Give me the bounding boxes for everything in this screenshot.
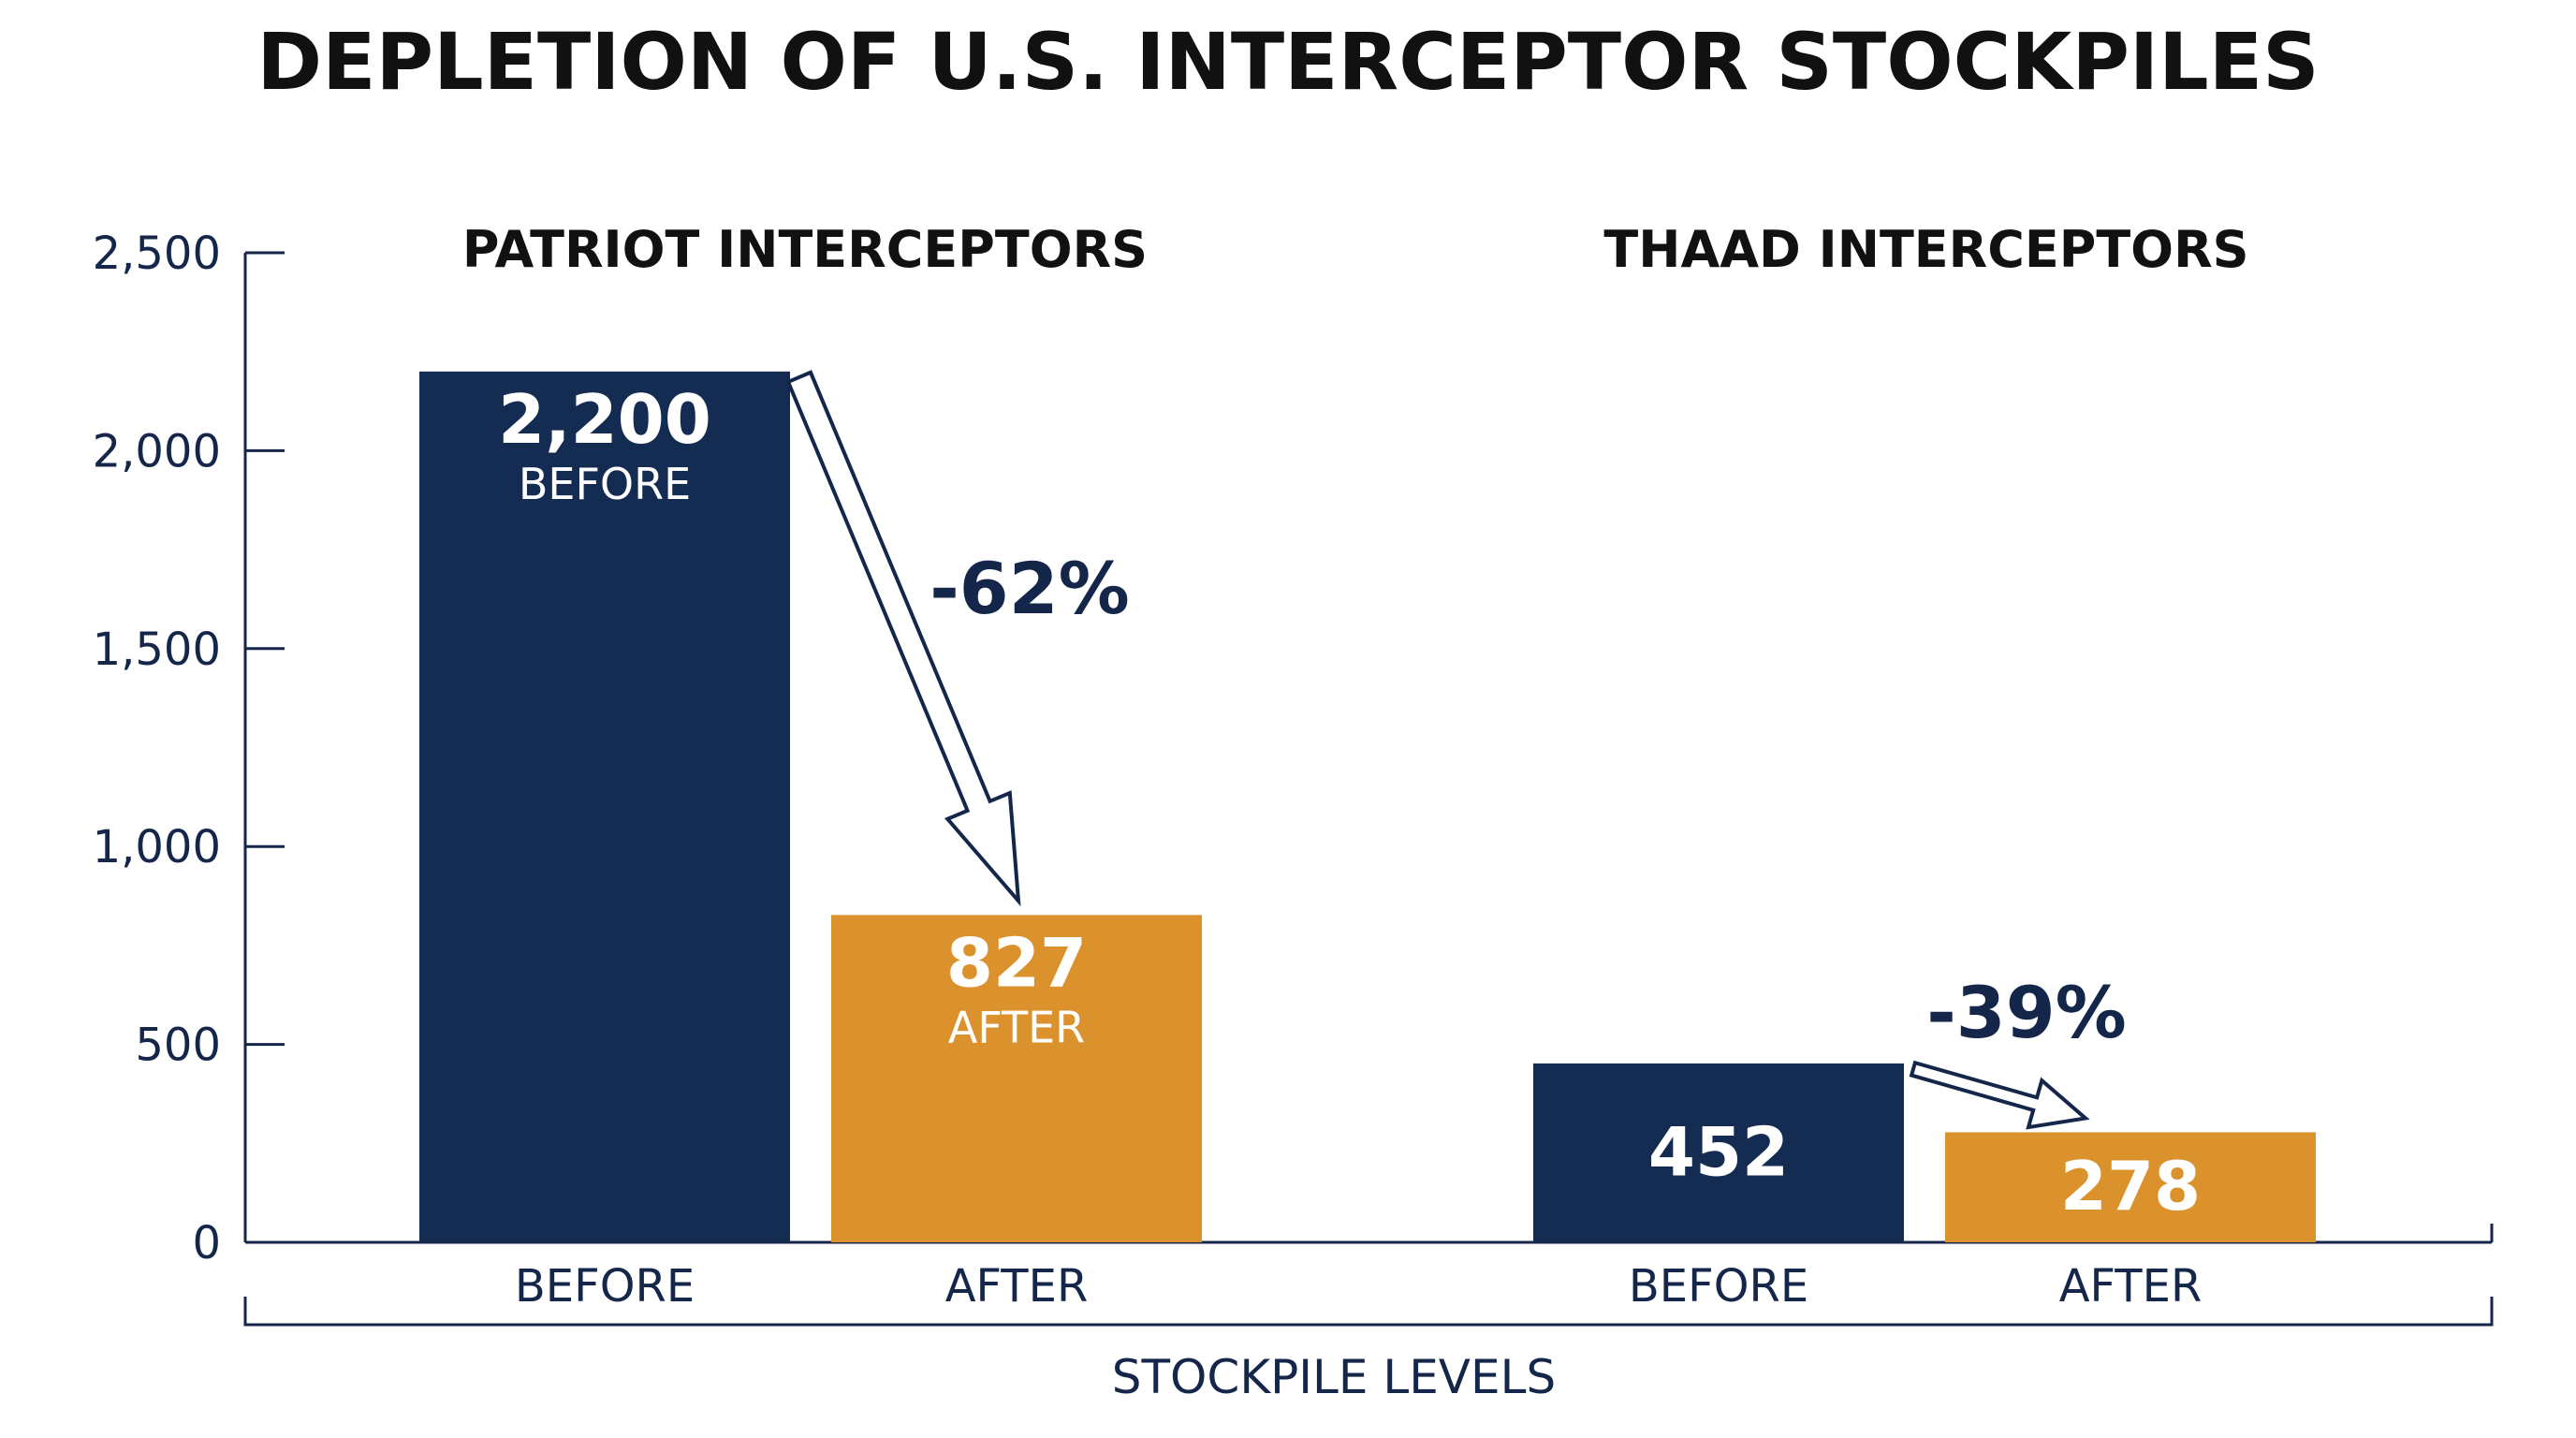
y-tick-label: 1,500 (93, 624, 221, 676)
y-tick-label: 0 (192, 1217, 221, 1269)
bar (419, 371, 790, 1243)
change-label: -39% (1926, 971, 2126, 1054)
change-arrow (785, 370, 1021, 907)
x-category-label: AFTER (945, 1260, 1089, 1313)
chart-title: DEPLETION OF U.S. INTERCEPTOR STOCKPILES (256, 16, 2319, 108)
bar-value-label: 452 (1648, 1112, 1789, 1191)
axes: 0 500 1,000 1,500 2,000 2,500 (93, 227, 2494, 1327)
x-category-label: BEFORE (1629, 1260, 1808, 1313)
group-title: THAAD INTERCEPTORS (1603, 220, 2248, 279)
bar-value-label: 278 (2060, 1147, 2201, 1225)
x-category-label: AFTER (2059, 1260, 2203, 1313)
y-tick-label: 2,000 (93, 425, 221, 477)
bar (1945, 1132, 2316, 1242)
y-tick-label: 1,000 (93, 821, 221, 873)
x-axis-bracket (243, 1297, 2494, 1327)
change-label: -62% (929, 547, 1129, 630)
change-arrow (1909, 1060, 2090, 1130)
bar (831, 915, 1202, 1242)
x-category-label: BEFORE (515, 1260, 695, 1313)
labels: PATRIOT INTERCEPTORS2,200BEFOREBEFORE827… (462, 220, 2249, 1313)
bar-value-label: 827 (946, 923, 1087, 1002)
bar-sub-label: AFTER (948, 1002, 1085, 1052)
bars (419, 371, 2316, 1243)
bar (1533, 1063, 1904, 1242)
bar-sub-label: BEFORE (519, 459, 691, 509)
group-title: PATRIOT INTERCEPTORS (462, 220, 1148, 279)
y-tick-label: 500 (135, 1020, 221, 1072)
bar-value-label: 2,200 (498, 380, 711, 459)
y-tick-label: 2,500 (93, 227, 221, 280)
x-axis-title: STOCKPILE LEVELS (1112, 1350, 1556, 1404)
